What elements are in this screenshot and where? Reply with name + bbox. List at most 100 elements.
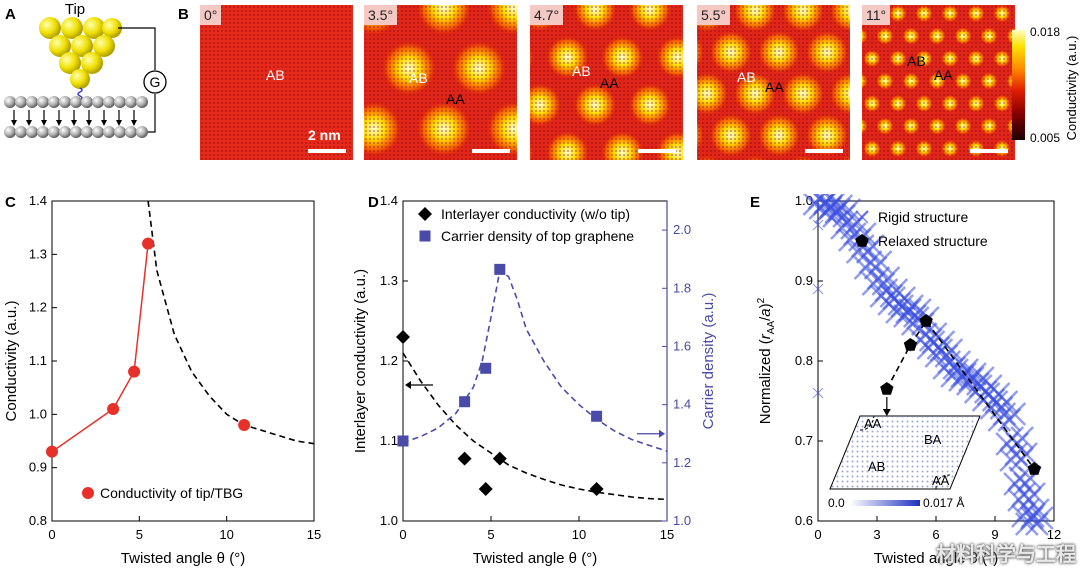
panel-label-b: B xyxy=(178,6,189,23)
x-tick-label: 12 xyxy=(1047,527,1061,542)
graphene-top-layer xyxy=(4,96,148,108)
x-tick-label: 15 xyxy=(307,527,321,542)
scale-bar xyxy=(970,149,1008,153)
inset-aa-boundary xyxy=(859,415,875,431)
axes: 0 5 10 15 0.8 0.9 1.0 1.1 1.2 1.3 1.4 Twisted angle… xyxy=(29,194,321,567)
conductivity-map-5: 11° AB AA xyxy=(862,5,1015,160)
panel-label-c: C xyxy=(5,194,16,211)
map-image xyxy=(862,5,1015,160)
relaxed-point xyxy=(880,382,894,395)
x-axis-label: Twisted angle θ (°) xyxy=(121,550,245,567)
x-tick-label: 10 xyxy=(219,527,233,542)
data-point xyxy=(46,445,58,458)
map-region-label-aa: AA xyxy=(765,79,784,95)
x-tick-label: 9 xyxy=(991,527,998,542)
map-angle-label: 11° xyxy=(862,5,891,25)
y2-axis-label: Carrier density (a.u.) xyxy=(700,293,717,430)
y-tick-label: 1.0 xyxy=(29,406,47,421)
colorbar-min: 0.005 xyxy=(1030,131,1060,145)
tip-schematic: Tip G xyxy=(4,1,167,138)
rigid-point xyxy=(812,283,824,295)
arrow-right-head xyxy=(659,429,665,438)
inset-label: BA xyxy=(924,432,942,447)
y-tick-label: 0.8 xyxy=(795,353,813,368)
map-region-label-aa: AA xyxy=(934,67,953,83)
relaxed-point xyxy=(903,338,918,351)
inset-colorbar xyxy=(850,500,920,506)
graphene-bottom-layer xyxy=(4,126,148,138)
y-tick-label: 1.1 xyxy=(380,433,398,448)
y-tick-label: 1.3 xyxy=(29,246,47,261)
map-image xyxy=(200,5,353,160)
scale-bar-label: 2 nm xyxy=(308,127,341,143)
data-point xyxy=(107,403,120,415)
rigid-point xyxy=(900,294,924,318)
data-point-square xyxy=(459,396,471,408)
inset-diagram: AA BA AB AA 0.0 0.017 Å xyxy=(828,415,981,510)
colorbar-max: 0.018 xyxy=(1030,25,1060,39)
y-axis-label: Normalized (rAA/a)2 xyxy=(756,297,777,424)
series-line xyxy=(51,243,149,453)
x-tick-label: 6 xyxy=(932,527,939,542)
map-region-label-ab: AB xyxy=(907,53,926,69)
y2-tick-label: 1.0 xyxy=(673,513,691,528)
meter-label: G xyxy=(150,74,161,90)
map-region-label-ab: AB xyxy=(737,69,756,85)
legend-marker xyxy=(82,487,94,499)
rigid-point xyxy=(812,387,824,399)
y-tick-label: 1.2 xyxy=(380,353,398,368)
y-tick-label: 0.8 xyxy=(29,513,47,528)
x-tick-label: 15 xyxy=(660,527,674,542)
y2-tick-label: 1.8 xyxy=(673,280,691,295)
y-tick-label: 1.1 xyxy=(29,353,47,368)
plot-frame xyxy=(402,200,668,522)
map-angle-label: 4.7° xyxy=(530,5,564,25)
data-point-diamond xyxy=(396,330,410,344)
meter-icon xyxy=(143,70,167,94)
y2-tick-label: 1.6 xyxy=(673,338,691,353)
x-axis-label: Twisted angle θ (°) xyxy=(473,550,597,567)
x-tick-label: 0 xyxy=(399,527,406,542)
legend-label-1: Rigid structure xyxy=(878,209,968,225)
inset-scale-min: 0.0 xyxy=(828,496,845,510)
panel-label-a: A xyxy=(5,6,16,23)
map-region-label-ab: AB xyxy=(266,67,285,83)
chart-d: 0 5 10 151.0 1.1 1.2 1.3 1.4 Twisted angle θ (°)… xyxy=(352,194,717,567)
conductivity-map-3: 4.7° AB AA xyxy=(530,5,683,160)
fit-curve-carrier xyxy=(402,269,668,452)
scale-bar xyxy=(308,149,346,153)
data-point-diamond xyxy=(478,482,493,496)
legend-label-2: Relaxed structure xyxy=(878,233,988,249)
map-angle-label: 3.5° xyxy=(364,5,398,25)
rigid-point xyxy=(1022,482,1046,506)
data-point-diamond xyxy=(492,451,507,466)
y2-tick-label: 1.2 xyxy=(673,455,691,470)
relaxed-point xyxy=(1027,462,1041,475)
legend-marker-x xyxy=(855,210,869,224)
rigid-point xyxy=(812,219,824,231)
y-tick-label: 1.2 xyxy=(29,300,47,315)
y-axis-label: Interlayer conductivity (a.u.) xyxy=(352,269,369,453)
x-tick-label: 5 xyxy=(487,527,494,542)
rigid-point xyxy=(1029,506,1054,530)
arrow-left-head xyxy=(405,381,411,389)
y-tick-label: 1.3 xyxy=(380,273,398,288)
legend-label: Conductivity of tip/TBG xyxy=(100,485,243,501)
x-tick-label: 10 xyxy=(572,527,586,542)
legend-label-2: Carrier density of top graphene xyxy=(441,228,634,244)
y-axis-label: Conductivity (a.u.) xyxy=(3,301,20,422)
map-image xyxy=(697,5,850,160)
map-region-label-aa: AA xyxy=(600,75,619,91)
legend-marker-square xyxy=(419,230,431,242)
inset-aa-boundary xyxy=(935,474,951,490)
relaxed-point xyxy=(919,314,933,327)
y-tick-label: 0.9 xyxy=(29,460,47,475)
inset-pointer-head xyxy=(882,409,891,416)
x-tick-label: 5 xyxy=(136,527,143,542)
rigid-point xyxy=(963,362,987,386)
y2-tick-label: 1.4 xyxy=(673,397,691,412)
rigid-point xyxy=(1010,426,1035,450)
relaxed-trend xyxy=(886,319,1035,470)
plot-frame xyxy=(51,200,315,522)
